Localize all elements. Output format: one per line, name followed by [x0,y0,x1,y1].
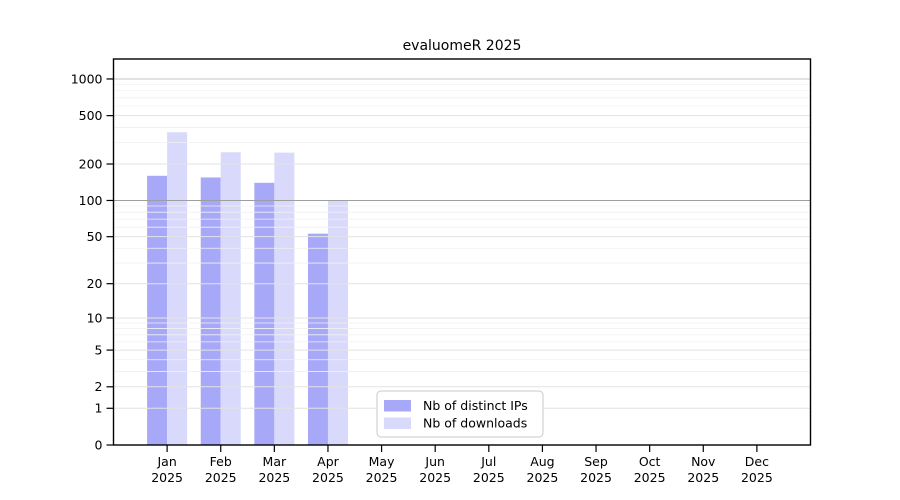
y-axis: 0 1 2 5 10 20 50 100 200 500 1000 [71,71,114,452]
x-label-month-may: May [369,454,395,469]
bars-layer [147,132,348,446]
bar-group-mar [254,152,295,445]
legend-swatch-distinct-ips [384,400,411,412]
bar-downloads-mar [274,152,295,445]
y-tick-label-10: 10 [87,310,103,325]
bar-group-jan [147,132,188,445]
x-label-year-jun: 2025 [419,470,451,485]
bar-distinct-ips-jan [147,175,168,445]
y-tick-label-50: 50 [87,229,103,244]
x-label-month-dec: Dec [745,454,769,469]
x-label-year-jan: 2025 [151,470,183,485]
bar-group-feb [200,152,241,446]
x-label-year-apr: 2025 [312,470,344,485]
x-label-month-jul: Jul [480,454,496,469]
x-label-month-jun: Jun [424,454,445,469]
x-label-year-mar: 2025 [258,470,290,485]
y-tick-label-0: 0 [95,437,103,452]
x-label-year-may: 2025 [366,470,398,485]
bar-downloads-feb [220,152,241,446]
legend-label-downloads: Nb of downloads [423,416,527,431]
gridlines-layer [113,78,811,409]
y-tick-label-100: 100 [79,193,103,208]
legend-swatch-downloads [384,417,411,429]
y-tick-label-1: 1 [95,401,103,416]
x-label-month-mar: Mar [263,454,287,469]
x-label-month-jan: Jan [156,454,176,469]
y-tick-label-500: 500 [79,108,103,123]
bar-downloads-jan [167,132,188,445]
y-tick-label-2: 2 [95,379,103,394]
plot-frame [112,58,812,446]
y-tick-label-5: 5 [95,342,103,357]
x-axis: Jan2025Feb2025Mar2025Apr2025May2025Jun20… [151,445,773,485]
x-label-month-sep: Sep [584,454,608,469]
x-label-year-jul: 2025 [473,470,505,485]
bar-distinct-ips-apr [307,233,328,445]
x-label-year-oct: 2025 [634,470,666,485]
y-tick-label-1000: 1000 [71,71,103,86]
x-label-year-feb: 2025 [205,470,237,485]
legend: Nb of distinct IPs Nb of downloads [376,390,544,438]
x-label-month-aug: Aug [530,454,554,469]
bar-distinct-ips-mar [254,182,275,445]
chart-title: evaluomeR 2025 [403,38,522,54]
legend-label-distinct-ips: Nb of distinct IPs [423,398,528,413]
x-label-year-nov: 2025 [687,470,719,485]
x-label-year-dec: 2025 [741,470,773,485]
x-label-month-oct: Oct [639,454,661,469]
x-label-month-feb: Feb [210,454,232,469]
bar-distinct-ips-feb [200,177,221,445]
x-label-month-nov: Nov [691,454,716,469]
y-tick-label-200: 200 [79,156,103,171]
x-label-year-aug: 2025 [527,470,559,485]
x-label-month-apr: Apr [317,454,339,469]
x-label-year-sep: 2025 [580,470,612,485]
y-tick-label-20: 20 [87,276,103,291]
legend-box [376,390,544,438]
